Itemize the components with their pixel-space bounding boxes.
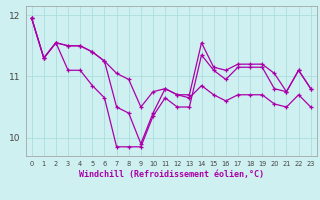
X-axis label: Windchill (Refroidissement éolien,°C): Windchill (Refroidissement éolien,°C) (79, 170, 264, 179)
